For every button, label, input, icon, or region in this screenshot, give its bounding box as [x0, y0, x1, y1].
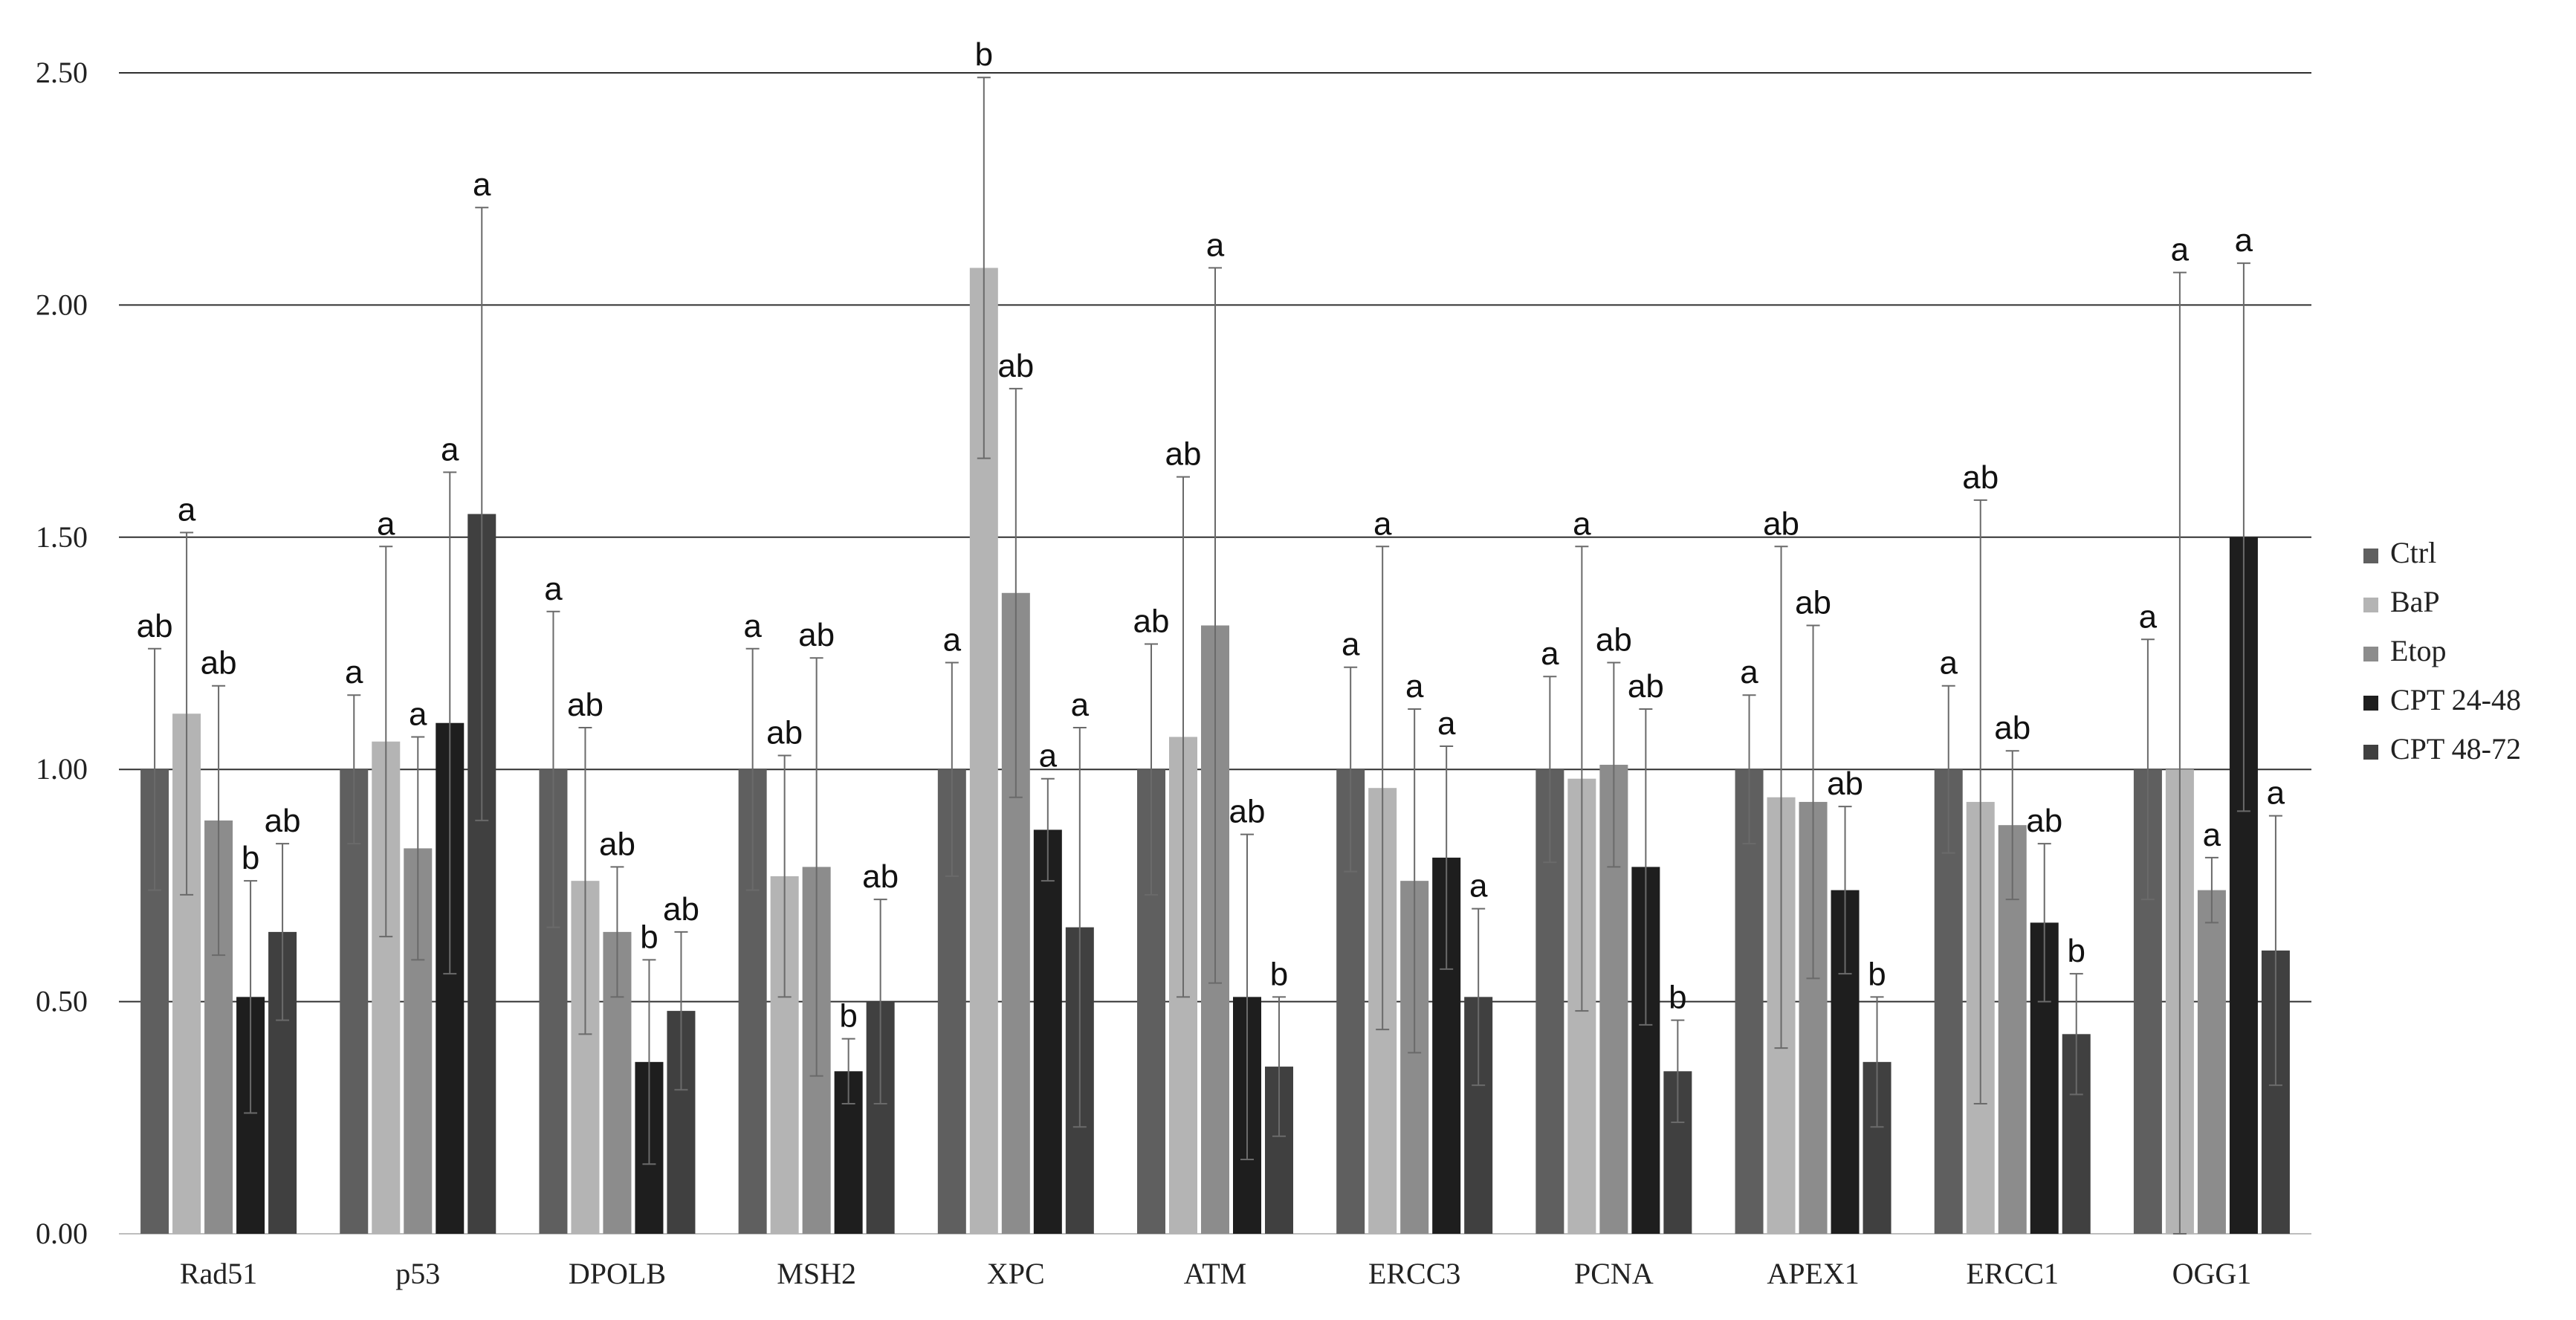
legend-label-Ctrl: Ctrl: [2390, 536, 2436, 569]
significance-label-ERCC1-BaP: ab: [1962, 459, 1999, 496]
significance-label-DPOLB-Etop: ab: [599, 826, 635, 862]
significance-label-ERCC1-Ctrl: a: [1939, 645, 1958, 682]
y-tick-label-2: 1.00: [36, 752, 88, 786]
significance-label-APEX1-CPT 24-48: ab: [1827, 766, 1863, 802]
legend-swatch-BaP: [2363, 598, 2378, 612]
significance-label-DPOLB-Ctrl: a: [544, 571, 563, 607]
significance-label-MSH2-Ctrl: a: [743, 608, 762, 644]
significance-label-p53-Ctrl: a: [345, 654, 363, 690]
significance-label-ERCC3-Etop: a: [1405, 668, 1424, 705]
significance-label-APEX1-Etop: ab: [1795, 585, 1831, 621]
significance-label-ERCC3-BaP: a: [1373, 505, 1392, 542]
significance-label-p53-CPT 24-48: a: [441, 431, 459, 468]
y-tick-label-4: 2.00: [36, 288, 88, 321]
significance-label-ATM-Ctrl: ab: [1133, 604, 1170, 640]
legend-swatch-CPT 24-48: [2363, 696, 2378, 711]
x-tick-label-Rad51: Rad51: [180, 1257, 257, 1290]
bar-XPC-CPT 24-48: [1033, 829, 1062, 1234]
significance-label-DPOLB-CPT 48-72: ab: [663, 891, 699, 928]
significance-label-Rad51-CPT 24-48: b: [242, 840, 259, 876]
significance-label-ERCC3-Ctrl: a: [1342, 627, 1360, 663]
significance-label-XPC-Etop: ab: [997, 348, 1034, 384]
legend-swatch-Etop: [2363, 647, 2378, 661]
x-tick-label-MSH2: MSH2: [777, 1257, 856, 1290]
legend-label-BaP: BaP: [2390, 585, 2440, 618]
significance-label-ATM-CPT 24-48: ab: [1229, 794, 1266, 830]
significance-label-APEX1-BaP: ab: [1763, 505, 1799, 542]
x-tick-label-XPC: XPC: [987, 1257, 1045, 1290]
significance-labels: abaabbabaaaaaaababbabaababbabababaaababa…: [137, 36, 2285, 1034]
x-tick-label-APEX1: APEX1: [1767, 1257, 1859, 1290]
significance-label-DPOLB-BaP: ab: [567, 687, 603, 723]
y-tick-label-3: 1.50: [36, 520, 88, 554]
significance-label-XPC-CPT 24-48: a: [1039, 738, 1058, 774]
significance-label-Rad51-Ctrl: ab: [137, 608, 173, 644]
significance-label-XPC-CPT 48-72: a: [1071, 687, 1090, 723]
x-tick-label-ERCC1: ERCC1: [1966, 1257, 2058, 1290]
bar-OGG1-Etop: [2197, 890, 2226, 1234]
significance-label-PCNA-CPT 24-48: ab: [1628, 668, 1664, 705]
significance-label-ATM-BaP: ab: [1165, 436, 1202, 473]
significance-label-ERCC1-CPT 24-48: ab: [2026, 803, 2062, 839]
x-tick-label-DPOLB: DPOLB: [569, 1257, 666, 1290]
significance-label-OGG1-CPT 48-72: a: [2267, 775, 2285, 812]
significance-label-MSH2-CPT 48-72: ab: [862, 858, 899, 895]
significance-label-MSH2-CPT 24-48: b: [839, 998, 857, 1035]
significance-label-APEX1-CPT 48-72: b: [1868, 956, 1886, 992]
significance-label-PCNA-CPT 48-72: b: [1669, 980, 1686, 1016]
significance-label-PCNA-Etop: ab: [1596, 621, 1632, 658]
x-tick-label-p53: p53: [395, 1257, 440, 1290]
significance-label-ERCC3-CPT 48-72: a: [1469, 868, 1488, 905]
significance-label-XPC-Ctrl: a: [943, 621, 962, 658]
y-tick-label-1: 0.50: [36, 985, 88, 1018]
bars: [140, 268, 2290, 1234]
significance-label-PCNA-BaP: a: [1573, 505, 1591, 542]
significance-label-DPOLB-CPT 24-48: b: [640, 919, 658, 955]
significance-label-Rad51-BaP: a: [178, 492, 196, 528]
x-tick-label-OGG1: OGG1: [2172, 1257, 2252, 1290]
significance-label-APEX1-Ctrl: a: [1740, 654, 1758, 690]
significance-label-ERCC1-Etop: ab: [1994, 710, 2030, 746]
significance-label-ERCC3-CPT 24-48: a: [1437, 705, 1456, 742]
significance-label-PCNA-Ctrl: a: [1541, 635, 1559, 672]
significance-label-p53-CPT 48-72: a: [473, 166, 491, 203]
legend-swatch-CPT 48-72: [2363, 745, 2378, 760]
significance-label-OGG1-BaP: a: [2171, 232, 2190, 268]
significance-label-XPC-BaP: b: [975, 36, 993, 73]
significance-label-p53-BaP: a: [377, 505, 395, 542]
legend-swatch-Ctrl: [2363, 549, 2378, 563]
significance-label-MSH2-BaP: ab: [766, 714, 803, 751]
y-axis: 0.00 0.50 1.00 1.50 2.00 2.50: [36, 56, 88, 1250]
significance-label-OGG1-Etop: a: [2203, 817, 2221, 853]
significance-label-p53-Etop: a: [409, 696, 427, 732]
legend-label-CPT 48-72: CPT 48-72: [2390, 732, 2521, 766]
error-bars: [148, 77, 2282, 1235]
legend: Ctrl BaP Etop CPT 24-48 CPT 48-72: [2363, 536, 2521, 766]
significance-label-MSH2-Etop: ab: [798, 617, 835, 653]
significance-label-ATM-CPT 48-72: b: [1270, 956, 1288, 992]
significance-label-Rad51-Etop: ab: [201, 645, 237, 682]
significance-label-OGG1-CPT 24-48: a: [2235, 222, 2253, 259]
significance-label-ERCC1-CPT 48-72: b: [2067, 933, 2085, 969]
y-tick-label-0: 0.00: [36, 1217, 88, 1250]
x-tick-label-PCNA: PCNA: [1574, 1257, 1654, 1290]
significance-label-OGG1-Ctrl: a: [2139, 598, 2158, 635]
legend-label-CPT 24-48: CPT 24-48: [2390, 683, 2521, 716]
x-tick-label-ATM: ATM: [1184, 1257, 1246, 1290]
x-axis: Rad51 p53 DPOLB MSH2 XPC ATM ERCC3 PCNA APEX1 ERC…: [180, 1257, 2251, 1290]
y-tick-label-5: 2.50: [36, 56, 88, 89]
bar-p53-Ctrl: [340, 769, 369, 1234]
x-tick-label-ERCC3: ERCC3: [1368, 1257, 1460, 1290]
legend-label-Etop: Etop: [2390, 634, 2447, 667]
bar-APEX1-Ctrl: [1735, 769, 1764, 1234]
significance-label-ATM-Etop: a: [1206, 227, 1225, 263]
significance-label-Rad51-CPT 48-72: ab: [265, 803, 301, 839]
